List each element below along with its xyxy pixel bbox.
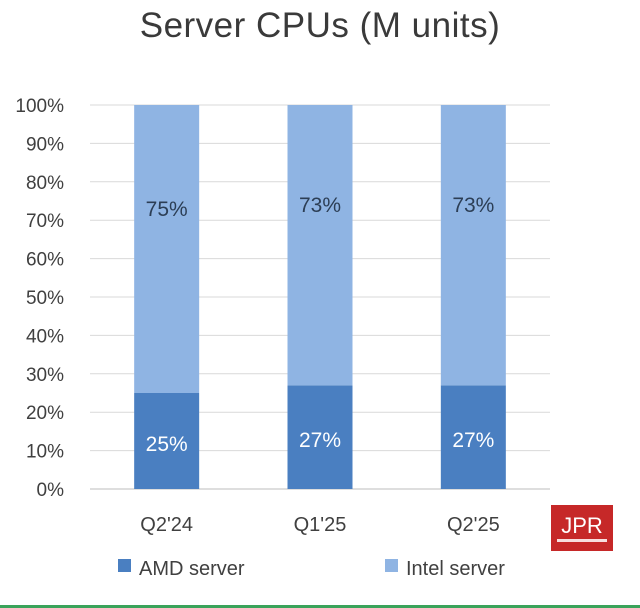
y-tick-label: 10%	[26, 442, 64, 463]
bottom-border	[0, 605, 640, 608]
y-tick-label: 70%	[26, 211, 64, 232]
bar-segment	[440, 105, 506, 386]
x-tick-label: Q2'25	[447, 514, 500, 536]
bar-segment	[440, 385, 506, 489]
x-axis: Q2'24 Q1'25 Q2'25	[140, 514, 499, 536]
data-label: 73%	[452, 194, 494, 217]
data-label: 27%	[299, 429, 341, 452]
bar-segment	[287, 385, 353, 489]
y-tick-label: 90%	[26, 134, 64, 155]
y-tick-label: 40%	[26, 326, 64, 347]
x-tick-label: Q1'25	[294, 514, 347, 536]
jpr-logo: JPR	[551, 505, 613, 551]
y-tick-label: 50%	[26, 288, 64, 309]
y-tick-label: 30%	[26, 365, 64, 386]
jpr-logo-text: JPR	[561, 513, 603, 538]
legend-swatch	[385, 559, 398, 572]
data-label: 27%	[452, 429, 494, 452]
x-tick-label: Q2'24	[140, 514, 193, 536]
y-tick-label: 80%	[26, 173, 64, 194]
y-tick-label: 60%	[26, 250, 64, 271]
y-tick-label: 0%	[37, 480, 65, 501]
jpr-logo-background	[551, 505, 613, 551]
chart-title: Server CPUs (M units)	[139, 6, 501, 45]
legend: AMD server Intel server	[118, 558, 505, 580]
data-label: 73%	[299, 194, 341, 217]
bar-segment	[287, 105, 353, 386]
bar-segment	[134, 393, 200, 489]
y-tick-label: 20%	[26, 403, 64, 424]
bar-segment	[134, 105, 200, 393]
y-axis: 0% 10% 20% 30% 40% 50% 60% 70% 80% 90% 100%	[15, 96, 64, 501]
legend-label: Intel server	[406, 558, 505, 580]
y-tick-label: 100%	[15, 96, 64, 117]
data-label: 25%	[146, 433, 188, 456]
jpr-logo-underline	[557, 539, 607, 542]
bars: 25% 75% 27% 73% 27% 73%	[134, 105, 506, 489]
data-label: 75%	[146, 198, 188, 221]
legend-swatch	[118, 559, 131, 572]
legend-label: AMD server	[139, 558, 245, 580]
